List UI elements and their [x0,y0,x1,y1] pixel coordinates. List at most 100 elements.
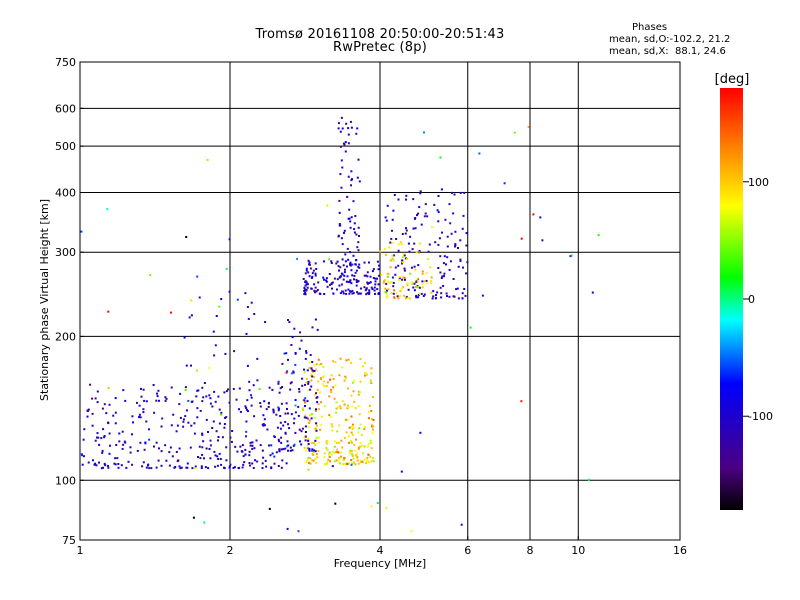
data-point [350,282,353,285]
data-point [287,423,289,426]
data-point [413,265,416,268]
data-point [248,454,251,457]
data-point [201,400,204,403]
data-point [352,457,355,460]
data-point [306,369,309,372]
data-point [131,415,134,418]
data-point [115,444,118,446]
data-point [351,427,354,430]
data-point [401,278,404,281]
data-point [322,276,325,279]
data-point [371,270,374,273]
data-point [308,366,311,369]
data-point [313,427,316,430]
data-point [456,287,459,290]
data-point [343,271,346,274]
data-point [91,424,94,427]
data-point [349,279,352,282]
data-point [365,462,368,465]
data-point [341,127,344,130]
data-point [406,258,408,260]
data-point [327,458,330,461]
data-point [182,425,185,428]
data-point [197,456,199,458]
data-point [280,466,283,469]
data-point [138,416,140,419]
data-point [156,395,159,398]
data-point [307,380,310,383]
data-point [124,399,127,402]
data-point [218,305,221,308]
data-point [183,336,186,339]
data-point [385,296,388,299]
data-point [250,396,253,399]
data-point [190,299,193,302]
data-point [281,362,284,365]
data-point [118,440,121,443]
data-point [241,444,244,447]
data-point [273,435,276,438]
data-point [406,284,409,287]
data-point [326,204,329,207]
data-point [308,361,311,364]
data-point [434,241,437,244]
data-point [198,296,201,299]
data-point [304,357,307,360]
data-point [360,287,362,290]
y-tick-label: 75 [62,534,76,547]
data-point [309,388,312,391]
data-point [341,400,344,403]
data-point [212,420,215,423]
data-point [354,407,357,410]
data-point [278,448,281,451]
data-point [400,287,403,290]
data-point [390,292,393,295]
data-point [91,412,94,415]
data-point [304,288,307,291]
data-point [228,401,231,404]
data-point [355,284,358,287]
data-point [368,282,371,284]
data-point [307,457,310,459]
data-point [347,217,350,220]
data-point [205,395,208,398]
data-point [294,399,297,401]
data-point [357,462,360,465]
data-point [409,272,412,275]
data-point [313,283,316,286]
data-point [365,373,368,376]
data-point [144,442,147,445]
data-point [271,388,274,391]
data-point [325,462,328,465]
data-point [341,446,344,449]
data-point [369,281,372,284]
data-point [304,449,307,452]
data-point [462,214,465,217]
data-point [330,453,333,456]
data-point [155,399,158,402]
data-point [345,463,348,466]
data-point [286,408,288,410]
data-point [219,458,222,460]
data-point [329,460,332,463]
data-point [336,406,339,409]
data-point [171,455,174,458]
data-point [145,466,148,469]
data-point [238,408,240,411]
data-point [308,407,311,410]
data-point [443,272,446,275]
data-point [462,266,464,269]
data-point [332,360,335,363]
data-point [423,293,426,296]
data-point [213,390,216,393]
data-point [284,431,287,434]
data-point [185,236,188,238]
data-point [350,179,353,182]
data-point [426,215,429,218]
data-point [339,130,342,133]
data-point [303,293,306,295]
data-point [179,392,182,395]
data-point [330,391,333,394]
data-point [235,398,238,401]
data-point [123,440,126,443]
